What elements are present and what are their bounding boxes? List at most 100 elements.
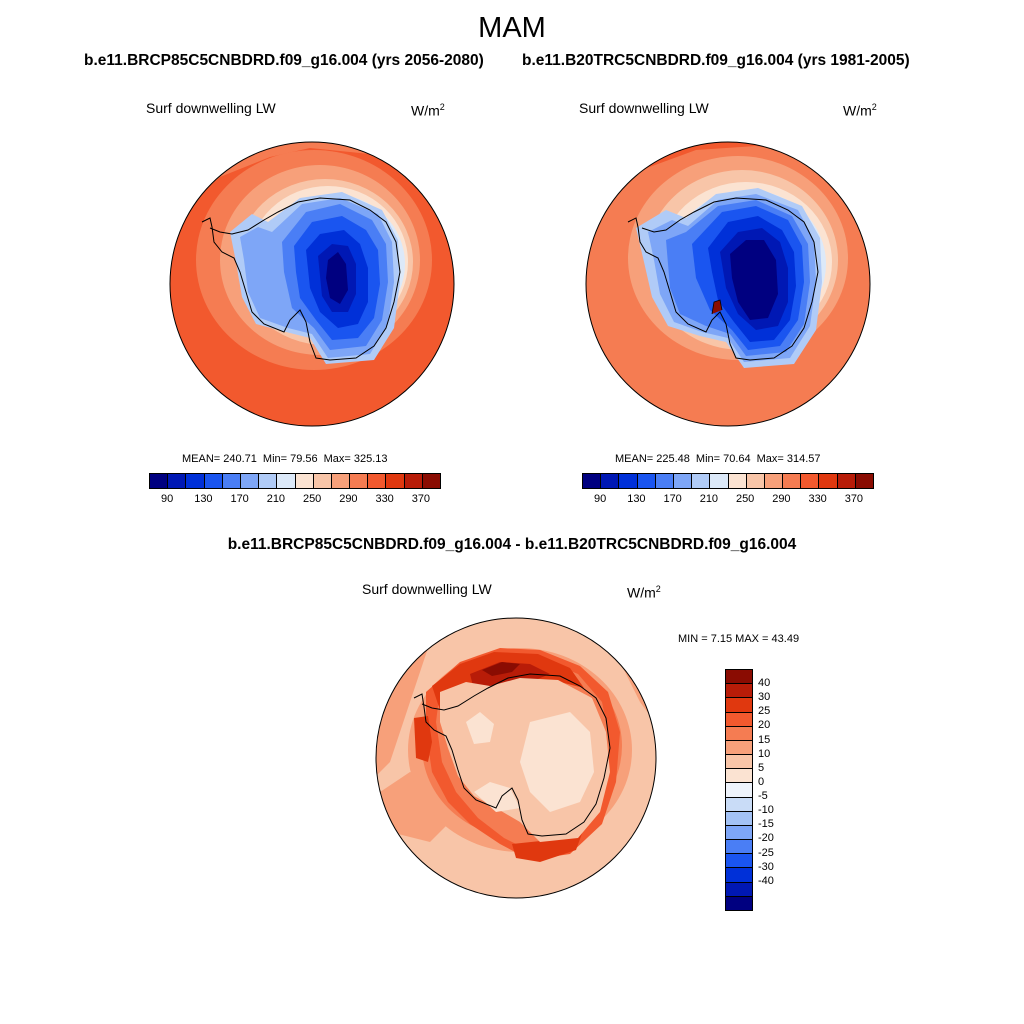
colorbar-swatch bbox=[726, 882, 752, 897]
colorbar-swatch bbox=[601, 474, 620, 488]
stats-left: MEAN= 240.71 Min= 79.56 Max= 325.13 bbox=[182, 453, 388, 465]
colorbar-tick-label: 90 bbox=[161, 493, 174, 505]
run-title-left: b.e11.BRCP85C5CNBDRD.f09_g16.004 (yrs 20… bbox=[84, 52, 484, 69]
colorbar-swatch bbox=[726, 868, 752, 883]
colorbar-tick-label: -15 bbox=[758, 818, 774, 831]
page-title: MAM bbox=[478, 12, 546, 44]
colorbar-swatch bbox=[726, 684, 752, 699]
colorbar-swatch bbox=[277, 474, 296, 488]
colorbar-swatch bbox=[259, 474, 278, 488]
colorbar-tick-label: 0 bbox=[758, 775, 765, 788]
colorbar-swatch bbox=[150, 474, 169, 488]
run-title-right: b.e11.B20TRC5CNBDRD.f09_g16.004 (yrs 198… bbox=[522, 52, 910, 69]
colorbar-swatch bbox=[726, 740, 752, 756]
colorbar-swatch bbox=[726, 769, 752, 784]
colorbar-swatch bbox=[801, 474, 820, 488]
colorbar-swatch bbox=[726, 811, 752, 826]
colorbar-swatch bbox=[726, 854, 752, 869]
difference-title: b.e11.BRCP85C5CNBDRD.f09_g16.004 - b.e11… bbox=[227, 536, 797, 553]
variable-label-right: Surf downwelling LW bbox=[579, 100, 709, 116]
colorbar-right-ticks: 90 130 170 210 250 290 330 370 bbox=[582, 493, 872, 507]
colorbar-tick-label: 40 bbox=[758, 677, 771, 690]
polar-map-difference bbox=[375, 617, 657, 899]
colorbar-tick-label: 90 bbox=[594, 493, 607, 505]
colorbar-tick-label: -20 bbox=[758, 832, 774, 845]
colorbar-swatch bbox=[186, 474, 205, 488]
units-label-diff: W/m2 bbox=[627, 584, 661, 601]
colorbar-tick-label: 370 bbox=[411, 493, 431, 505]
colorbar-swatch bbox=[350, 474, 369, 488]
colorbar-tick-label: -5 bbox=[758, 790, 768, 803]
colorbar-tick-label: 170 bbox=[230, 493, 249, 505]
colorbar-tick-label: 15 bbox=[758, 733, 771, 746]
colorbar-tick-label: 5 bbox=[758, 761, 765, 774]
colorbar-swatch bbox=[313, 474, 332, 488]
colorbar-left bbox=[149, 473, 441, 489]
colorbar-difference-ticks: 40 30 25 20 15 10 5 0 -5 -10 -15 -20 -25 -30 -40 bbox=[758, 669, 798, 909]
colorbar-swatch bbox=[726, 825, 752, 841]
colorbar-swatch bbox=[168, 474, 187, 488]
colorbar-tick-label: 250 bbox=[302, 493, 322, 505]
colorbar-tick-label: 290 bbox=[339, 493, 358, 505]
colorbar-swatch bbox=[222, 474, 241, 488]
colorbar-tick-label: 25 bbox=[758, 705, 771, 718]
colorbar-swatch bbox=[764, 474, 784, 488]
colorbar-swatch bbox=[726, 698, 752, 713]
colorbar-swatch bbox=[204, 474, 223, 488]
colorbar-tick-label: 210 bbox=[699, 493, 719, 505]
colorbar-tick-label: 30 bbox=[758, 691, 771, 704]
minmax-label-diff: MIN = 7.15 MAX = 43.49 bbox=[678, 633, 800, 645]
colorbar-tick-label: 170 bbox=[663, 493, 682, 505]
colorbar-tick-label: 330 bbox=[375, 493, 394, 505]
colorbar-tick-label: 330 bbox=[808, 493, 827, 505]
colorbar-tick-label: 290 bbox=[772, 493, 791, 505]
colorbar-swatch bbox=[726, 896, 752, 910]
colorbar-swatch bbox=[783, 474, 802, 488]
colorbar-swatch bbox=[240, 474, 260, 488]
units-label-right: W/m2 bbox=[843, 102, 877, 119]
colorbar-tick-label: 20 bbox=[758, 719, 771, 732]
colorbar-swatch bbox=[855, 474, 873, 488]
units-label-left: W/m2 bbox=[411, 102, 445, 119]
colorbar-swatch bbox=[728, 474, 747, 488]
colorbar-swatch bbox=[673, 474, 693, 488]
colorbar-swatch bbox=[422, 474, 440, 488]
colorbar-swatch bbox=[726, 755, 752, 770]
colorbar-right bbox=[582, 473, 874, 489]
colorbar-tick-label: -25 bbox=[758, 846, 774, 859]
colorbar-tick-label: -30 bbox=[758, 860, 774, 873]
colorbar-swatch bbox=[386, 474, 405, 488]
colorbar-swatch bbox=[746, 474, 765, 488]
colorbar-swatch bbox=[837, 474, 856, 488]
stats-right: MEAN= 225.48 Min= 70.64 Max= 314.57 bbox=[615, 453, 821, 465]
colorbar-swatch bbox=[726, 840, 752, 855]
variable-label-left: Surf downwelling LW bbox=[146, 100, 276, 116]
colorbar-swatch bbox=[404, 474, 423, 488]
variable-label-diff: Surf downwelling LW bbox=[362, 581, 492, 597]
colorbar-swatch bbox=[295, 474, 314, 488]
colorbar-left-ticks: 90 130 170 210 250 290 330 370 bbox=[149, 493, 439, 507]
colorbar-swatch bbox=[331, 474, 351, 488]
colorbar-swatch bbox=[726, 712, 752, 727]
colorbar-swatch bbox=[726, 726, 752, 741]
polar-map-future bbox=[169, 141, 455, 427]
colorbar-tick-label: 130 bbox=[194, 493, 213, 505]
colorbar-swatch bbox=[368, 474, 387, 488]
colorbar-swatch bbox=[619, 474, 638, 488]
colorbar-tick-label: -40 bbox=[758, 874, 774, 887]
colorbar-tick-label: 130 bbox=[627, 493, 646, 505]
colorbar-tick-label: -10 bbox=[758, 804, 774, 817]
colorbar-swatch bbox=[726, 783, 752, 798]
colorbar-tick-label: 370 bbox=[844, 493, 864, 505]
colorbar-swatch bbox=[692, 474, 711, 488]
colorbar-tick-label: 250 bbox=[735, 493, 755, 505]
colorbar-tick-label: 10 bbox=[758, 747, 771, 760]
colorbar-tick-label: 210 bbox=[266, 493, 286, 505]
colorbar-swatch bbox=[637, 474, 656, 488]
colorbar-swatch bbox=[726, 670, 752, 685]
colorbar-swatch bbox=[710, 474, 729, 488]
colorbar-swatch bbox=[583, 474, 602, 488]
colorbar-swatch bbox=[655, 474, 674, 488]
polar-map-historical bbox=[585, 141, 871, 427]
colorbar-difference bbox=[725, 669, 753, 911]
